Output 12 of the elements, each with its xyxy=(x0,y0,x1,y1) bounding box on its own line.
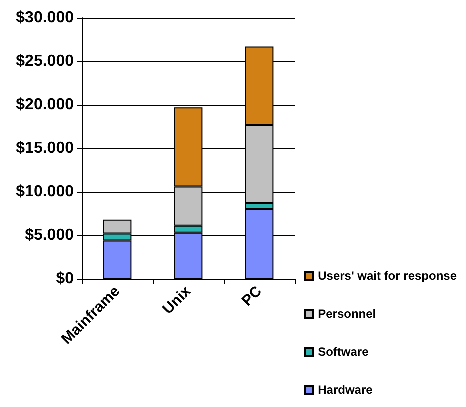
y-tick-label: $25.000 xyxy=(16,53,74,70)
y-tick-label: $10.000 xyxy=(16,184,74,200)
y-tick-label: $5.000 xyxy=(25,227,74,244)
legend-label: Hardware xyxy=(318,383,374,397)
y-tick-label: $30.000 xyxy=(16,10,74,26)
y-tick-label: $15.000 xyxy=(16,140,74,157)
x-tick-label: PC xyxy=(238,282,266,310)
legend-label: Software xyxy=(318,345,370,359)
y-tick-label: $0 xyxy=(56,270,74,288)
y-tick-label: $20.000 xyxy=(16,96,74,114)
legend-label: Personnel xyxy=(318,307,376,321)
legend-label: Users' wait for response xyxy=(318,269,458,283)
